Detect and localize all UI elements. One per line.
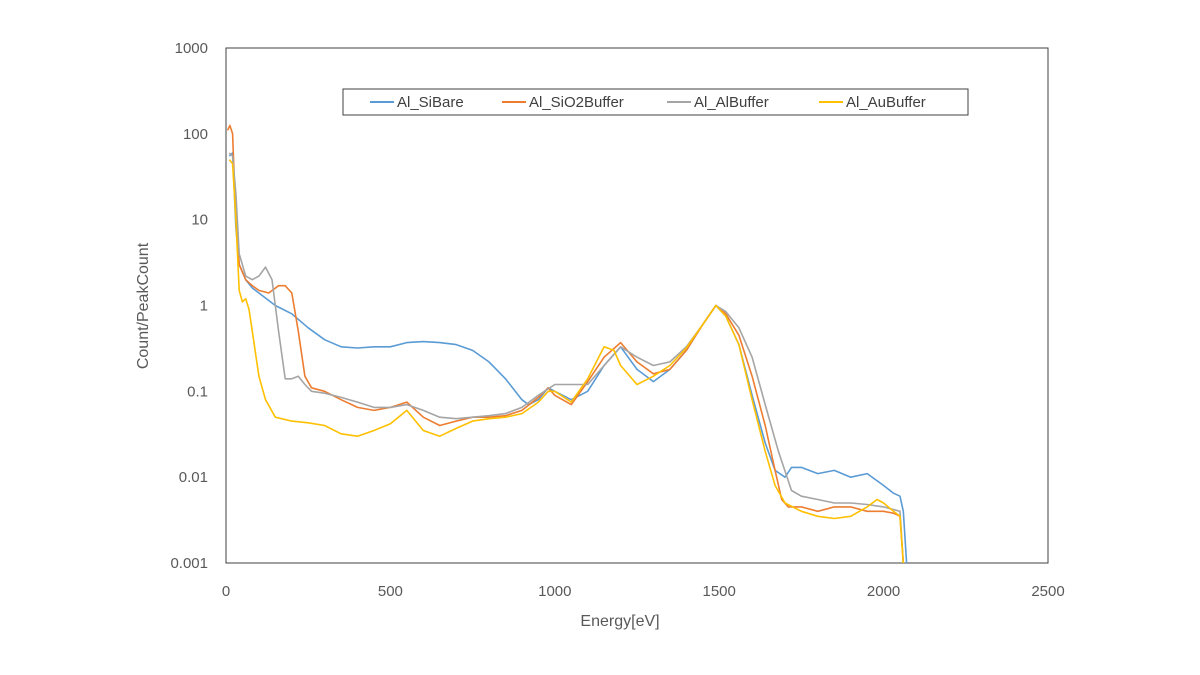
series-line-al-albuffer xyxy=(228,152,905,564)
legend-label-al-albuffer: Al_AlBuffer xyxy=(694,94,769,111)
y-tick-label: 0.1 xyxy=(187,383,208,400)
x-tick-label: 1500 xyxy=(703,583,736,600)
legend-items: Al_SiBare Al_SiO2Buffer Al_AlBuffer Al_AuBu… xyxy=(370,94,926,111)
y-axis-ticks: 0.001 0.01 0.1 1 10 100 1000 xyxy=(170,40,208,572)
legend-label-al-sibare: Al_SiBare xyxy=(397,94,464,111)
series-line-al-sio2buffer xyxy=(226,124,905,564)
x-tick-label: 2000 xyxy=(867,583,900,600)
x-tick-label: 2500 xyxy=(1031,583,1064,600)
series-layer xyxy=(226,124,908,564)
y-tick-label: 0.01 xyxy=(179,469,208,486)
y-tick-label: 0.001 xyxy=(170,555,208,572)
plot-frame xyxy=(225,47,1049,564)
y-tick-label: 1000 xyxy=(175,40,208,57)
plot-area xyxy=(225,47,1049,564)
x-tick-label: 500 xyxy=(378,583,403,600)
x-tick-label: 1000 xyxy=(538,583,571,600)
y-axis-title: Count/PeakCount xyxy=(135,242,152,369)
legend-label-al-sio2buffer: Al_SiO2Buffer xyxy=(529,94,624,111)
series-line-al-aubuffer xyxy=(228,159,905,564)
y-tick-label: 10 xyxy=(191,212,208,229)
x-tick-label: 0 xyxy=(222,583,230,600)
y-tick-label: 1 xyxy=(200,298,208,315)
x-axis-title: Energy[eV] xyxy=(580,613,659,630)
legend: Al_SiBare Al_SiO2Buffer Al_AlBuffer Al_AuBu… xyxy=(342,88,969,116)
y-tick-label: 100 xyxy=(183,126,208,143)
x-axis-ticks: 0 500 1000 1500 2000 2500 xyxy=(222,583,1065,600)
legend-box xyxy=(342,88,969,116)
legend-label-al-aubuffer: Al_AuBuffer xyxy=(846,94,926,111)
series-line-al-sibare xyxy=(228,152,908,564)
